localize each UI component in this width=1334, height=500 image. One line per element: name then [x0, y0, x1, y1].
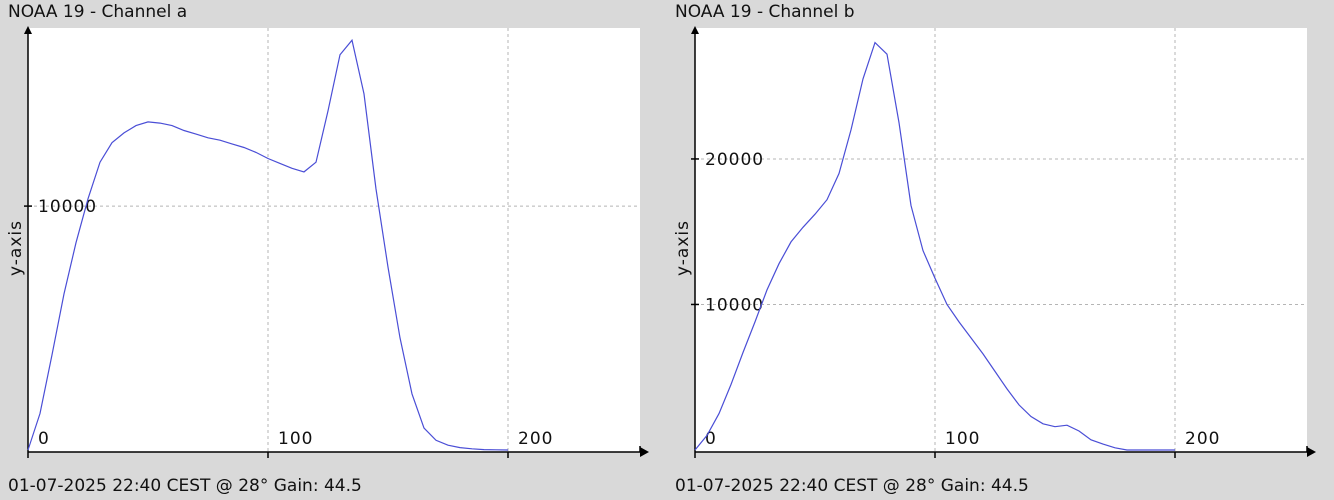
x-tick-label-b: 0 — [705, 429, 717, 449]
plot-area-b — [695, 28, 1307, 452]
series-line-a — [27, 38, 509, 451]
plot-area-a — [28, 28, 640, 452]
x-tick-label-b: 100 — [945, 429, 980, 449]
x-tick-label-a: 200 — [518, 429, 553, 449]
chart-panel-b: NOAA 19 - Channel b y-axis 0 100 200 10000 2… — [667, 0, 1334, 500]
chart-title-a: NOAA 19 - Channel a — [8, 2, 188, 22]
x-tick-label-b: 200 — [1185, 429, 1220, 449]
x-tick-label-a: 100 — [278, 429, 313, 449]
y-axis-arrow-b — [691, 26, 699, 34]
chart-plot-b: 0 100 200 10000 20000 — [691, 26, 1316, 458]
chart-panel-a: NOAA 19 - Channel a y-axis 0 100 200 10000 … — [6, 2, 649, 496]
y-tick-label-b: 10000 — [705, 295, 764, 315]
x-axis-arrow-b — [1307, 447, 1316, 457]
y-axis-arrow-a — [24, 26, 32, 34]
x-tick-label-a: 0 — [38, 429, 50, 449]
y-tick-label-a: 10000 — [38, 197, 97, 217]
footer-status-a: 01-07-2025 22:40 CEST @ 28° Gain: 44.5 — [8, 476, 362, 496]
chart-plot-a: 0 100 200 10000 — [24, 26, 649, 458]
y-tick-label-b: 20000 — [705, 150, 764, 170]
x-axis-arrow-a — [640, 447, 649, 457]
footer-status-b: 01-07-2025 22:40 CEST @ 28° Gain: 44.5 — [675, 476, 1029, 496]
series-line-b — [694, 41, 1175, 451]
chart-title-b: NOAA 19 - Channel b — [675, 2, 855, 22]
